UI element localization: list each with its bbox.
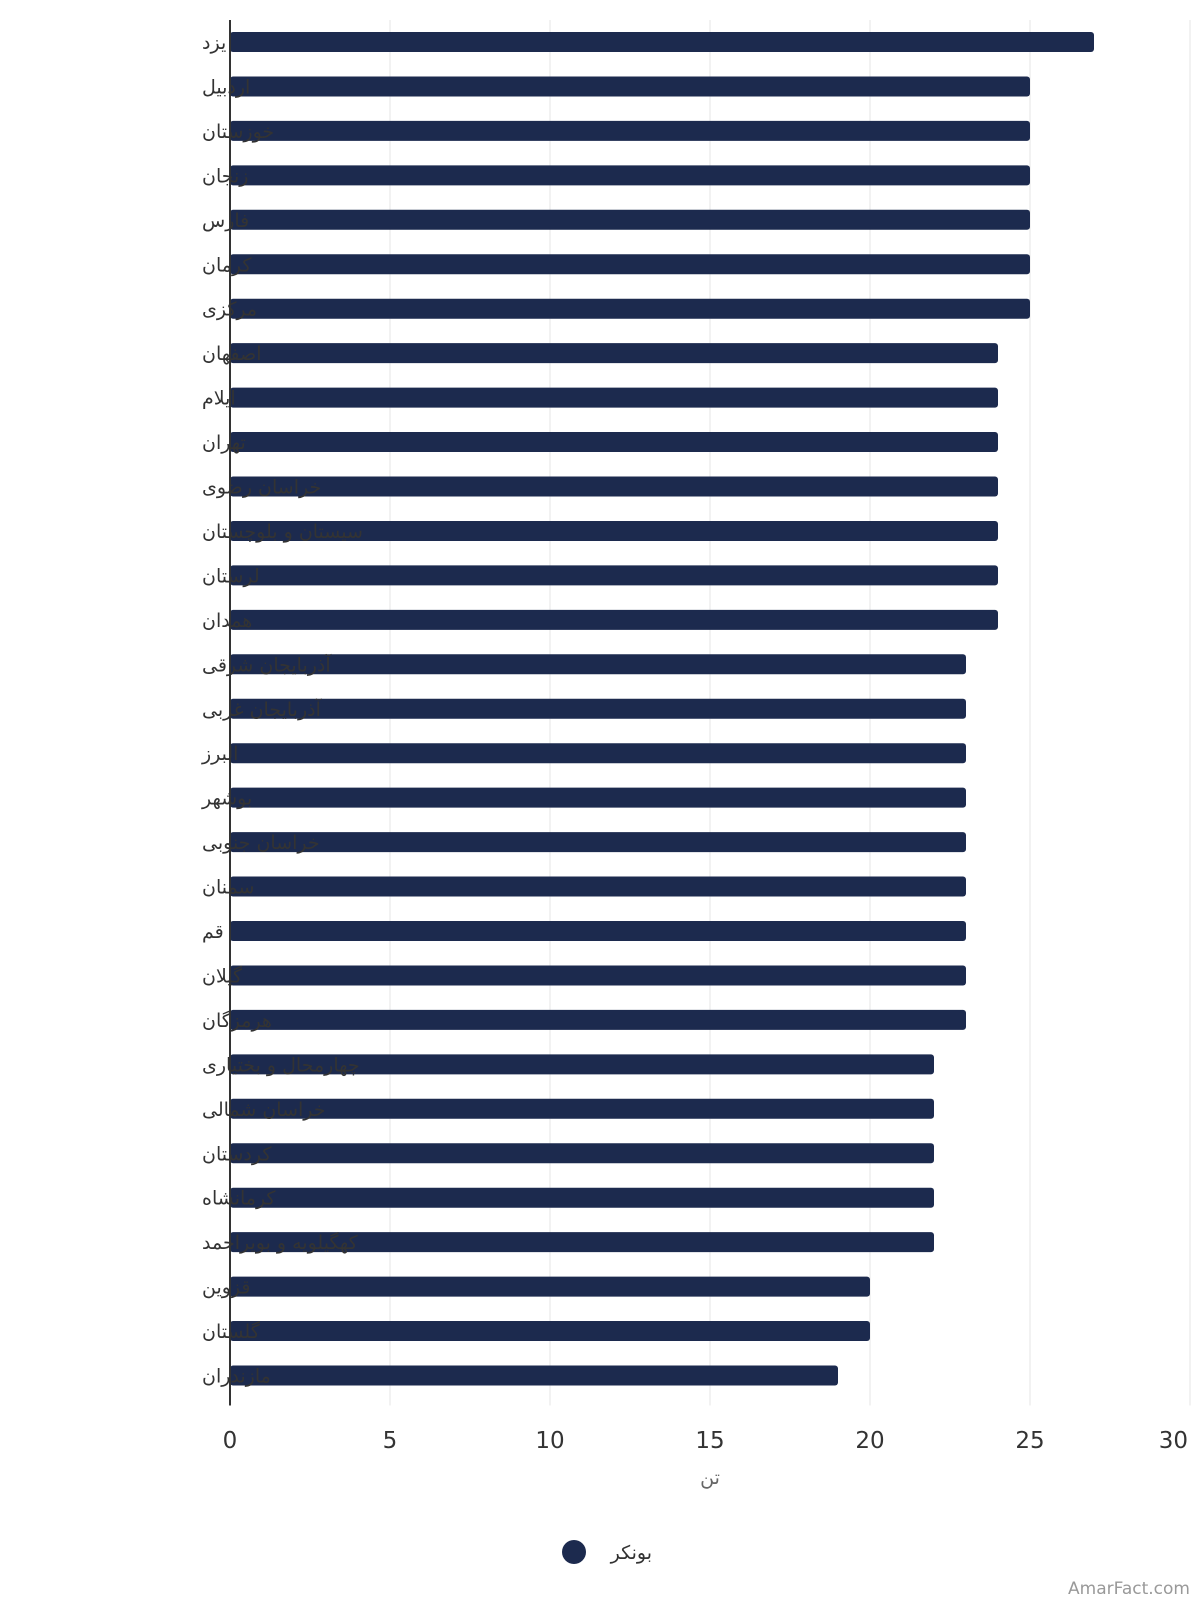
category-label: گیلان: [202, 964, 243, 987]
bar[interactable]: [230, 32, 1094, 52]
category-label: چهارمحال و بختیاری: [202, 1054, 360, 1076]
category-label: فارس: [202, 210, 249, 232]
bar[interactable]: [230, 1009, 966, 1030]
x-tick-label: 0: [223, 1428, 238, 1454]
bar[interactable]: [230, 921, 966, 941]
category-label: کرمان: [202, 254, 252, 276]
bar[interactable]: [230, 565, 998, 586]
category-label: خوزستان: [202, 121, 274, 143]
category-label: قم: [202, 921, 224, 943]
x-tick-label: 5: [383, 1428, 398, 1454]
category-label: آذربایجان غربی: [202, 697, 322, 721]
category-label: خراسان جنوبی: [202, 832, 320, 854]
bar[interactable]: [230, 476, 998, 497]
category-label: خراسان رضوی: [202, 477, 321, 499]
category-label: بوشهر: [201, 788, 252, 810]
category-label: اردبیل: [202, 76, 250, 98]
bar[interactable]: [230, 432, 998, 453]
category-label: کهگیلویه و بویراحمد: [202, 1231, 359, 1254]
bar[interactable]: [230, 1321, 870, 1342]
bar[interactable]: [230, 654, 966, 675]
x-tick-label: 15: [695, 1428, 724, 1454]
category-label: سیستان و بلوچستان: [202, 521, 363, 543]
legend-label: بونکر: [610, 1542, 652, 1564]
bar[interactable]: [230, 298, 1030, 319]
category-label: تهران: [202, 432, 246, 454]
bar[interactable]: [230, 609, 998, 630]
bar[interactable]: [230, 1098, 934, 1119]
x-tick-label: 20: [855, 1428, 884, 1454]
category-label: زنجان: [202, 165, 248, 187]
bar[interactable]: [230, 1143, 934, 1164]
x-tick-labels: 0 5 10 15 20 25 30: [223, 1428, 1188, 1454]
bar[interactable]: [230, 1365, 838, 1386]
bar[interactable]: [230, 209, 1030, 230]
legend-swatch: [562, 1540, 586, 1564]
category-label: لرستان: [202, 565, 260, 587]
x-tick-label: 10: [535, 1428, 564, 1454]
bar[interactable]: [230, 343, 998, 364]
category-labels: یزد اردبیل خوزستان زنجان فارس کرمان مرکزی اصفها…: [201, 32, 363, 1388]
category-label: کرمانشاه: [202, 1188, 276, 1210]
bar[interactable]: [230, 1276, 870, 1297]
bar[interactable]: [230, 1054, 934, 1075]
x-tick-label: 25: [1015, 1428, 1044, 1454]
category-label: مرکزی: [202, 299, 257, 321]
category-label: اصفهان: [202, 343, 262, 365]
category-label: هرمزگان: [202, 1009, 272, 1032]
bar[interactable]: [230, 1232, 934, 1253]
category-label: گلستان: [202, 1320, 261, 1343]
category-label: سمنان: [202, 877, 254, 899]
bar[interactable]: [230, 876, 966, 897]
bar[interactable]: [230, 743, 966, 764]
category-label: البرز: [201, 743, 238, 765]
category-label: همدان: [202, 610, 252, 632]
x-tick-label: 30: [1159, 1428, 1188, 1454]
bar[interactable]: [230, 832, 966, 853]
bars: [230, 32, 1094, 1386]
category-label: مازندران: [202, 1366, 271, 1388]
category-label: یزد: [202, 32, 226, 54]
bar[interactable]: [230, 254, 1030, 275]
x-axis-title: تن: [700, 1467, 720, 1489]
bar[interactable]: [230, 76, 1030, 97]
bar[interactable]: [230, 1187, 934, 1208]
category-label: قزوین: [202, 1277, 251, 1299]
credit-text[interactable]: AmarFact.com: [1068, 1579, 1190, 1599]
bar[interactable]: [230, 520, 998, 541]
legend[interactable]: بونکر: [562, 1540, 652, 1564]
category-label: آذربایجان شرقی: [202, 652, 331, 676]
bar[interactable]: [230, 965, 966, 986]
bar[interactable]: [230, 387, 998, 408]
category-label: ایلام: [202, 388, 236, 410]
bar[interactable]: [230, 120, 1030, 141]
category-label: کردستان: [202, 1143, 272, 1165]
bar[interactable]: [230, 698, 966, 719]
bar[interactable]: [230, 787, 966, 808]
category-label: خراسان شمالی: [202, 1099, 326, 1121]
bar[interactable]: [230, 165, 1030, 186]
